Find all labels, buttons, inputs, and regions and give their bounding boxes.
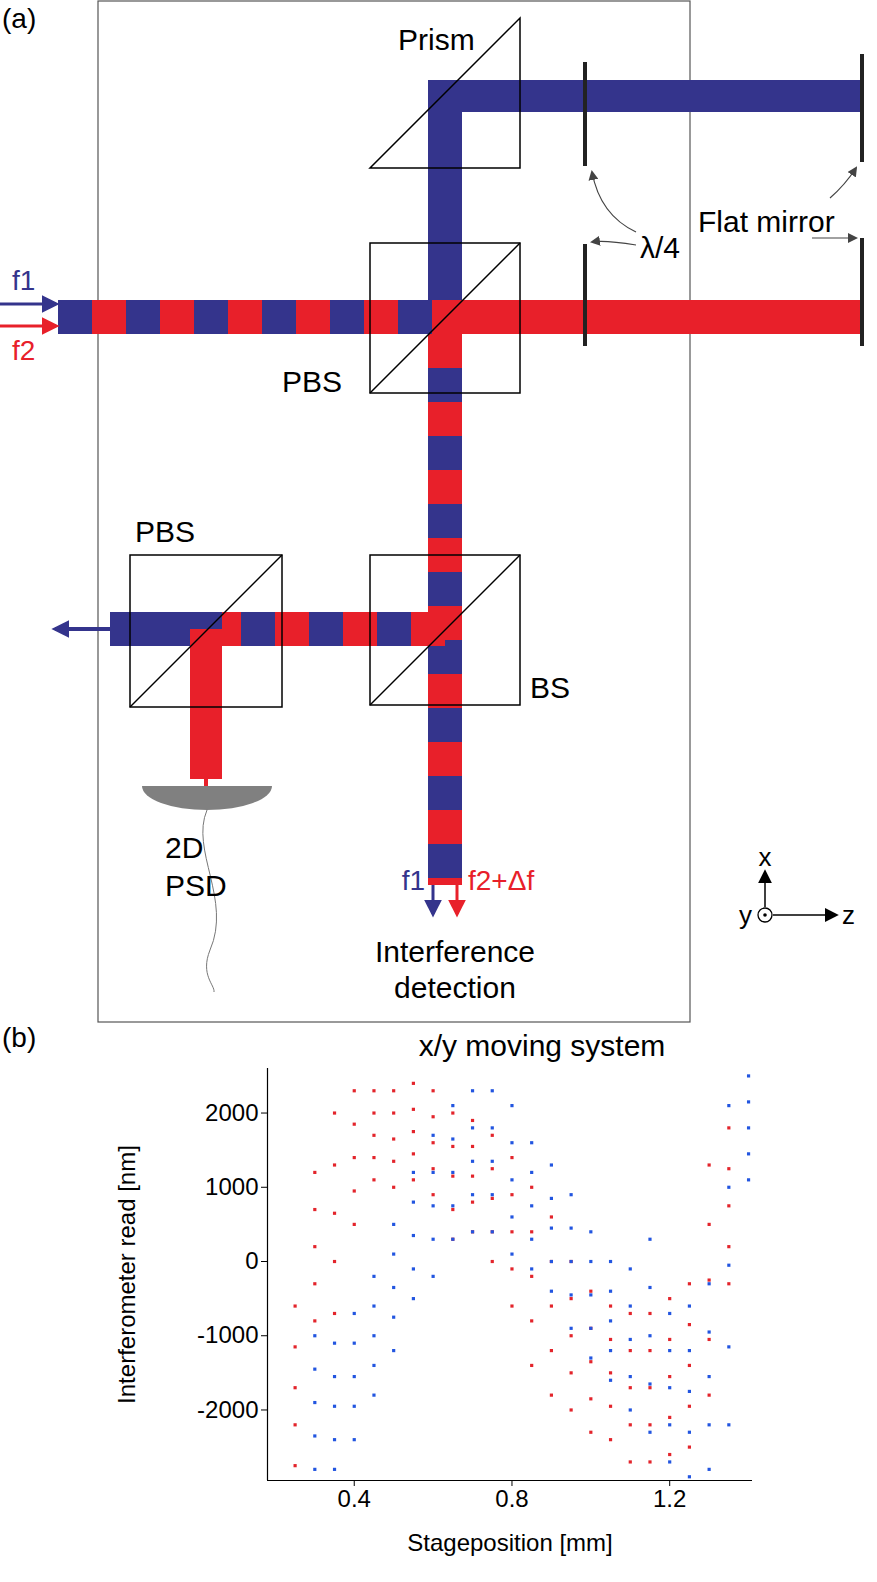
svg-text:y: y bbox=[739, 900, 752, 930]
svg-text:PSD: PSD bbox=[165, 869, 227, 902]
svg-text:0.8: 0.8 bbox=[495, 1485, 528, 1512]
svg-text:PBS: PBS bbox=[282, 365, 342, 398]
svg-text:-2000: -2000 bbox=[197, 1396, 258, 1423]
svg-text:f1: f1 bbox=[402, 865, 425, 896]
svg-text:2D: 2D bbox=[165, 831, 203, 864]
svg-text:1000: 1000 bbox=[205, 1173, 258, 1200]
svg-text:2000: 2000 bbox=[205, 1099, 258, 1126]
svg-text:x/y moving system: x/y moving system bbox=[419, 1029, 666, 1062]
svg-text:λ/4: λ/4 bbox=[640, 231, 680, 264]
svg-text:x: x bbox=[759, 842, 772, 872]
svg-text:f1: f1 bbox=[12, 265, 35, 296]
svg-text:PBS: PBS bbox=[135, 515, 195, 548]
svg-text:Interferometer read [nm]: Interferometer read [nm] bbox=[113, 1145, 140, 1404]
svg-text:f2: f2 bbox=[12, 335, 35, 366]
svg-text:z: z bbox=[842, 900, 855, 930]
svg-text:Prism: Prism bbox=[398, 23, 475, 56]
svg-text:0: 0 bbox=[245, 1247, 258, 1274]
svg-text:Interference: Interference bbox=[375, 935, 535, 968]
svg-text:BS: BS bbox=[530, 671, 570, 704]
svg-text:Flat mirror: Flat mirror bbox=[698, 205, 835, 238]
svg-text:1.2: 1.2 bbox=[653, 1485, 686, 1512]
html-text:(b): (b) bbox=[2, 1022, 37, 1053]
svg-text:(a): (a) bbox=[2, 3, 36, 34]
svg-text:Stageposition [mm]: Stageposition [mm] bbox=[407, 1529, 612, 1556]
svg-text:detection: detection bbox=[394, 971, 516, 1004]
svg-text:f2+Δf: f2+Δf bbox=[468, 865, 534, 896]
svg-text:-1000: -1000 bbox=[197, 1321, 258, 1348]
svg-text:0.4: 0.4 bbox=[338, 1485, 371, 1512]
